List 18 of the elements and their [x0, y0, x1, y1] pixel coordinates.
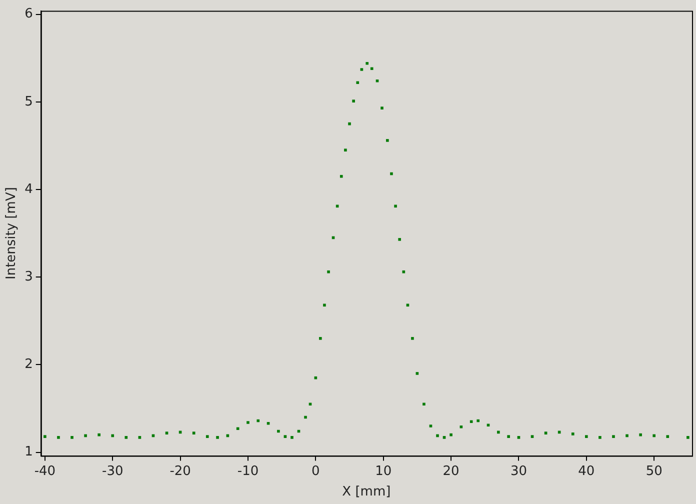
x-tick-label: -30	[102, 464, 124, 479]
x-tick-label: -40	[34, 464, 56, 479]
y-tick-label: 3	[24, 269, 33, 284]
x-tick-label: -20	[170, 464, 191, 479]
x-tick-label: 40	[578, 464, 595, 479]
x-tick-label: 20	[442, 464, 460, 479]
y-tick-label: 2	[24, 357, 33, 372]
y-tick-label: 4	[24, 182, 33, 197]
x-tick-label: 30	[510, 464, 527, 479]
x-tick-label: -10	[237, 464, 259, 479]
y-tick-label: 5	[24, 94, 33, 110]
x-axis-title: X [mm]	[342, 484, 391, 500]
y-axis-title: Intensity [mV]	[4, 187, 20, 280]
y-tick-label: 6	[24, 6, 33, 22]
y-tick-label: 1	[24, 444, 33, 460]
x-tick-label: 10	[375, 464, 392, 479]
x-tick-label: 50	[646, 464, 662, 479]
x-tick-label: 0	[312, 464, 320, 479]
